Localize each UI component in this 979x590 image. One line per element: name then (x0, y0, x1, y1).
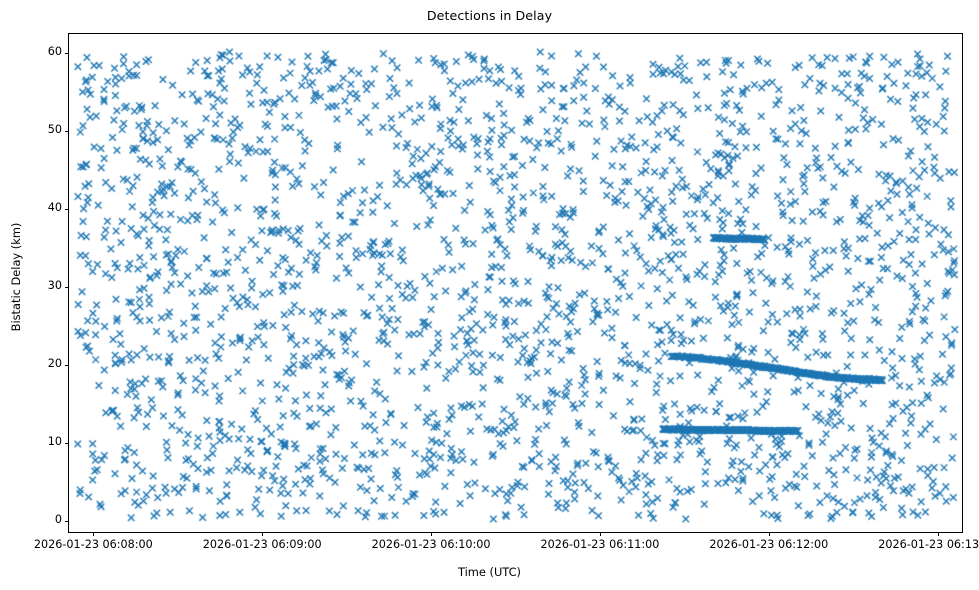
y-tick-mark (64, 286, 69, 288)
page-title: Detections in Delay (426, 8, 553, 23)
x-tick-label: 2026-01-23 06:10:00 (371, 538, 491, 551)
y-tick-mark (64, 521, 69, 523)
x-tick-mark (768, 532, 770, 537)
y-tick-mark (64, 365, 69, 367)
y-tick-label: 0 (54, 513, 62, 527)
y-tick-label: 60 (47, 44, 62, 58)
plot-area (68, 33, 963, 533)
x-tick-mark (937, 532, 939, 537)
y-tick-mark (64, 130, 69, 132)
y-tick-label: 30 (47, 278, 62, 292)
x-tick-mark (262, 532, 264, 537)
x-tick-mark (599, 532, 602, 537)
y-tick-mark (64, 52, 69, 54)
x-axis-label: Time (UTC) (458, 565, 521, 579)
y-tick-label: 20 (47, 357, 62, 371)
y-tick-mark (64, 208, 69, 210)
y-tick-label: 40 (47, 200, 62, 214)
y-tick-label: 50 (47, 122, 62, 136)
y-tick-label: 10 (47, 435, 62, 449)
x-tick-label: 2026-01-23 06:12:00 (709, 538, 829, 551)
x-tick-mark (431, 532, 433, 537)
x-tick-label: 2026-01-23 06:11:00 (540, 538, 660, 551)
x-tick-label: 2026-01-23 06:13:00 (878, 538, 979, 551)
x-tick-mark (93, 532, 95, 537)
x-tick-label: 2026-01-23 06:08:00 (33, 538, 153, 551)
x-tick-label: 2026-01-23 06:09:00 (202, 538, 322, 551)
y-axis-label: Bistatic Delay (km) (9, 222, 23, 332)
y-tick-mark (64, 443, 69, 445)
scatter-points-layer (69, 34, 962, 532)
